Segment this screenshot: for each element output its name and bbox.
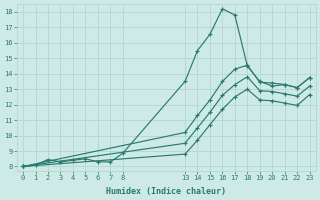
- X-axis label: Humidex (Indice chaleur): Humidex (Indice chaleur): [106, 187, 226, 196]
